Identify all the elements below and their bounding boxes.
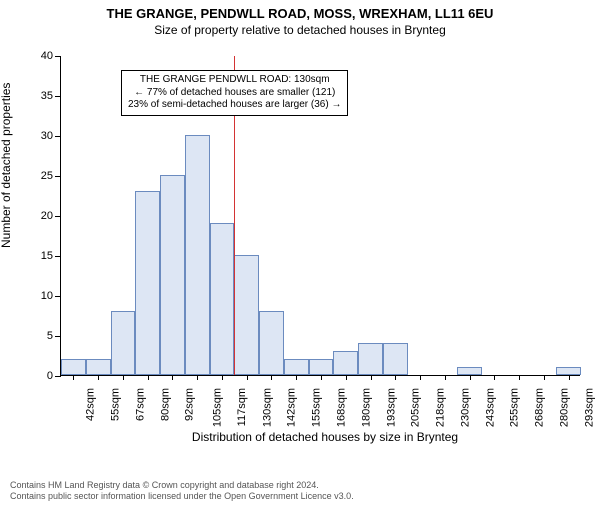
footer-attribution: Contains HM Land Registry data © Crown c…: [10, 480, 354, 502]
x-tick: [371, 375, 372, 380]
x-tick-label: 92sqm: [182, 388, 196, 421]
x-tick-label: 180sqm: [358, 388, 372, 427]
x-tick-label: 280sqm: [556, 388, 570, 427]
x-tick-label: 255sqm: [507, 388, 521, 427]
x-tick-label: 67sqm: [132, 388, 146, 421]
x-tick: [395, 375, 396, 380]
x-axis-label: Distribution of detached houses by size …: [60, 430, 590, 444]
x-tick-label: 205sqm: [408, 388, 422, 427]
x-tick-label: 130sqm: [259, 388, 273, 427]
x-tick: [346, 375, 347, 380]
annotation-line2: ← 77% of detached houses are smaller (12…: [128, 87, 341, 100]
y-tick-label: 15: [41, 250, 61, 262]
x-tick: [73, 375, 74, 380]
y-tick-label: 20: [41, 210, 61, 222]
x-tick: [470, 375, 471, 380]
x-tick: [222, 375, 223, 380]
histogram-bar: [284, 359, 309, 375]
histogram-bar: [358, 343, 383, 375]
histogram-bar: [234, 255, 259, 375]
x-tick-label: 42sqm: [83, 388, 97, 421]
chart-subtitle: Size of property relative to detached ho…: [0, 23, 600, 37]
x-tick-label: 117sqm: [234, 388, 248, 426]
histogram-bar: [309, 359, 334, 375]
plot-area: THE GRANGE PENDWLL ROAD: 130sqm ← 77% of…: [60, 56, 580, 376]
x-tick: [98, 375, 99, 380]
x-tick-label: 142sqm: [284, 388, 298, 427]
x-tick: [172, 375, 173, 380]
annotation-box: THE GRANGE PENDWLL ROAD: 130sqm ← 77% of…: [121, 70, 348, 116]
x-tick-label: 268sqm: [532, 388, 546, 427]
histogram-bar: [457, 367, 482, 375]
annotation-line3: 23% of semi-detached houses are larger (…: [128, 99, 341, 112]
histogram-bar: [210, 223, 235, 375]
footer-line1: Contains HM Land Registry data © Crown c…: [10, 480, 354, 491]
y-tick-label: 5: [47, 330, 61, 342]
x-tick-label: 55sqm: [108, 388, 122, 421]
x-tick: [247, 375, 248, 380]
x-tick: [544, 375, 545, 380]
histogram-bar: [259, 311, 284, 375]
y-tick-label: 10: [41, 290, 61, 302]
y-tick-label: 35: [41, 90, 61, 102]
histogram-bar: [111, 311, 136, 375]
x-tick-label: 230sqm: [457, 388, 471, 427]
y-tick-label: 0: [47, 370, 61, 382]
histogram-bar: [185, 135, 210, 375]
x-tick: [519, 375, 520, 380]
x-tick: [271, 375, 272, 380]
chart-title: THE GRANGE, PENDWLL ROAD, MOSS, WREXHAM,…: [0, 6, 600, 21]
y-axis-label: Number of detached properties: [0, 83, 13, 248]
x-tick-label: 293sqm: [581, 388, 595, 427]
histogram-bar: [160, 175, 185, 375]
x-tick-label: 168sqm: [334, 388, 348, 427]
histogram-bar: [86, 359, 111, 375]
x-tick: [494, 375, 495, 380]
chart-container: Number of detached properties THE GRANGE…: [0, 48, 600, 448]
y-tick-label: 25: [41, 170, 61, 182]
histogram-bar: [556, 367, 581, 375]
x-tick: [148, 375, 149, 380]
x-tick: [569, 375, 570, 380]
histogram-bar: [383, 343, 408, 375]
x-tick-label: 155sqm: [309, 388, 323, 427]
histogram-bar: [135, 191, 160, 375]
x-tick-label: 105sqm: [210, 388, 224, 427]
x-tick: [296, 375, 297, 380]
x-tick-label: 218sqm: [433, 388, 447, 427]
footer-line2: Contains public sector information licen…: [10, 491, 354, 502]
x-tick: [123, 375, 124, 380]
histogram-bar: [61, 359, 86, 375]
histogram-bar: [333, 351, 358, 375]
x-tick-label: 193sqm: [383, 388, 397, 427]
x-tick-label: 80sqm: [157, 388, 171, 421]
x-tick: [321, 375, 322, 380]
y-tick-label: 30: [41, 130, 61, 142]
x-tick: [197, 375, 198, 380]
x-tick-label: 243sqm: [482, 388, 496, 427]
annotation-line1: THE GRANGE PENDWLL ROAD: 130sqm: [128, 74, 341, 87]
y-tick-label: 40: [41, 50, 61, 62]
x-tick: [445, 375, 446, 380]
x-tick: [420, 375, 421, 380]
